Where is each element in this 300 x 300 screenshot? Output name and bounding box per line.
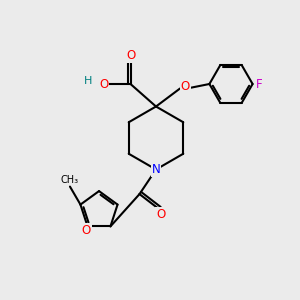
Text: O: O [81,224,91,237]
Text: O: O [181,80,190,94]
Text: F: F [256,77,262,91]
Text: O: O [99,77,108,91]
Text: O: O [156,208,165,221]
Text: H: H [83,76,92,86]
Text: N: N [152,163,160,176]
Text: CH₃: CH₃ [61,175,79,185]
Text: O: O [126,49,135,62]
